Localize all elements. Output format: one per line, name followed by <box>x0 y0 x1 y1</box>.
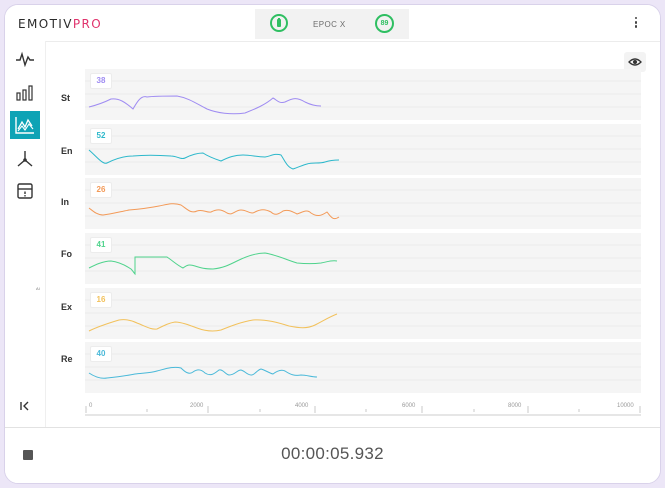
relaxation-label: Re <box>61 354 73 364</box>
x-tick-label: 10000 <box>617 403 634 409</box>
band-power-icon[interactable] <box>10 79 40 107</box>
device-name: EPOC X <box>313 20 346 29</box>
app-window: EMOTIVPRO EPOC X 89 AI <box>4 4 661 484</box>
top-bar: EMOTIVPRO EPOC X 89 <box>5 5 660 42</box>
battery-icon <box>270 14 288 32</box>
excitement-value-badge: 16 <box>90 292 112 308</box>
more-options-icon[interactable] <box>633 17 639 31</box>
visibility-toggle-button[interactable] <box>624 52 646 72</box>
ai-label: AI <box>36 286 40 291</box>
excitement-trace <box>88 313 338 332</box>
motion-icon[interactable] <box>10 145 40 173</box>
emotiv-pro-logo: EMOTIVPRO <box>18 17 103 31</box>
relaxation-trace <box>88 366 318 379</box>
performance-metrics-icon[interactable] <box>10 111 40 139</box>
engagement-value-badge: 52 <box>90 128 112 144</box>
focus-trace <box>88 252 338 276</box>
metrics-plot <box>85 69 641 393</box>
excitement-label: Ex <box>61 302 73 312</box>
collapse-sidebar-icon[interactable] <box>19 399 31 417</box>
time-axis: 0 2000 4000 6000 8000 10000 <box>85 403 645 421</box>
x-tick-label: 4000 <box>295 403 309 409</box>
recording-timer: 00:00:05.932 <box>281 444 384 463</box>
device-status[interactable]: EPOC X 89 <box>255 9 409 39</box>
focus-value-badge: 41 <box>90 237 112 253</box>
engagement-label: En <box>61 146 73 156</box>
raw-eeg-icon[interactable] <box>10 45 40 73</box>
x-tick-label: 6000 <box>402 403 416 409</box>
x-tick-label: 8000 <box>508 403 522 409</box>
stop-recording-button[interactable] <box>23 450 33 460</box>
eye-icon <box>628 58 642 66</box>
stress-trace <box>88 95 322 115</box>
stress-value-badge: 38 <box>90 73 112 89</box>
interest-value-badge: 26 <box>90 182 112 198</box>
stress-label: St <box>61 93 70 103</box>
engagement-trace <box>88 149 340 170</box>
relaxation-value-badge: 40 <box>90 346 112 362</box>
x-tick-label: 2000 <box>190 403 204 409</box>
focus-label: Fo <box>61 249 72 259</box>
interest-label: In <box>61 197 69 207</box>
interest-trace <box>88 203 340 220</box>
markers-icon[interactable] <box>10 177 40 205</box>
recording-bar: 00:00:05.932 <box>5 427 660 483</box>
contact-quality-badge: 89 <box>375 14 394 33</box>
sidebar: AI <box>5 41 46 427</box>
x-tick-label: 0 <box>89 403 93 409</box>
